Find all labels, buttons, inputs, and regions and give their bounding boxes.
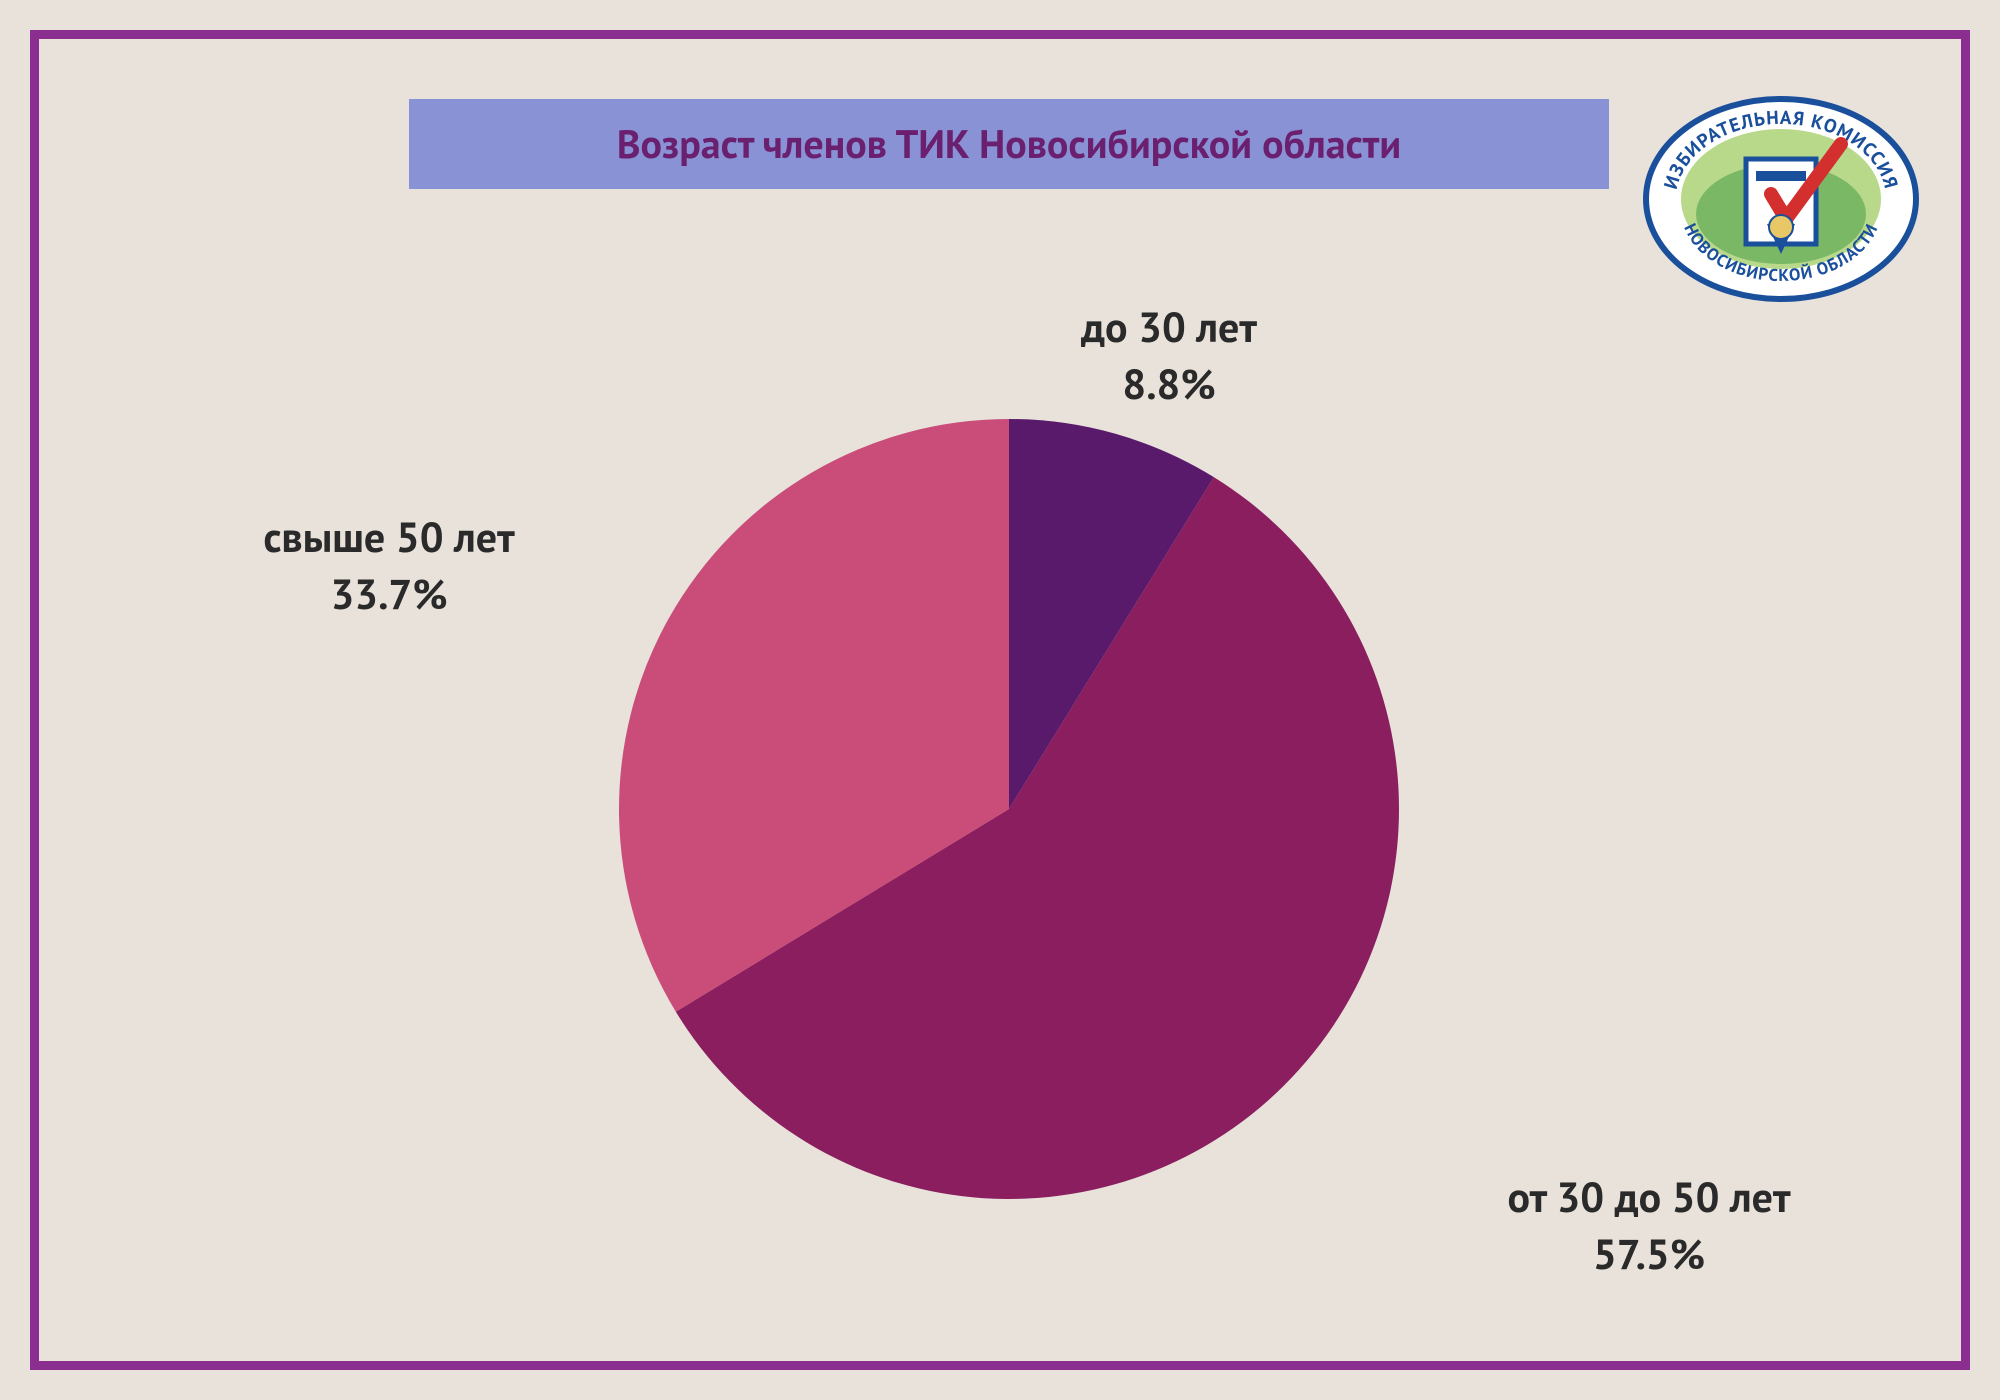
chart-title: Возраст членов ТИК Новосибирской области xyxy=(617,118,1401,170)
label-pct: 33.7% xyxy=(169,566,609,623)
inner-frame: Возраст членов ТИК Новосибирской области… xyxy=(30,30,1970,1370)
outer-frame: Возраст членов ТИК Новосибирской области… xyxy=(0,0,2000,1400)
label-name: от 30 до 50 лет xyxy=(1399,1169,1899,1226)
slice-label-30-50: от 30 до 50 лет 57.5% xyxy=(1399,1169,1899,1282)
label-pct: 8.8% xyxy=(969,356,1369,413)
pie-svg xyxy=(619,419,1399,1199)
slice-label-over-50: свыше 50 лет 33.7% xyxy=(169,509,609,622)
label-name: до 30 лет xyxy=(969,299,1369,356)
commission-logo: ИЗБИРАТЕЛЬНАЯ КОМИССИЯ НОВОСИБИРСКОЙ ОБЛ… xyxy=(1641,59,1921,339)
label-name: свыше 50 лет xyxy=(169,509,609,566)
logo-svg: ИЗБИРАТЕЛЬНАЯ КОМИССИЯ НОВОСИБИРСКОЙ ОБЛ… xyxy=(1641,59,1921,339)
pie-chart xyxy=(619,419,1399,1199)
label-pct: 57.5% xyxy=(1399,1226,1899,1283)
title-bar: Возраст членов ТИК Новосибирской области xyxy=(409,99,1609,189)
slice-label-under-30: до 30 лет 8.8% xyxy=(969,299,1369,412)
